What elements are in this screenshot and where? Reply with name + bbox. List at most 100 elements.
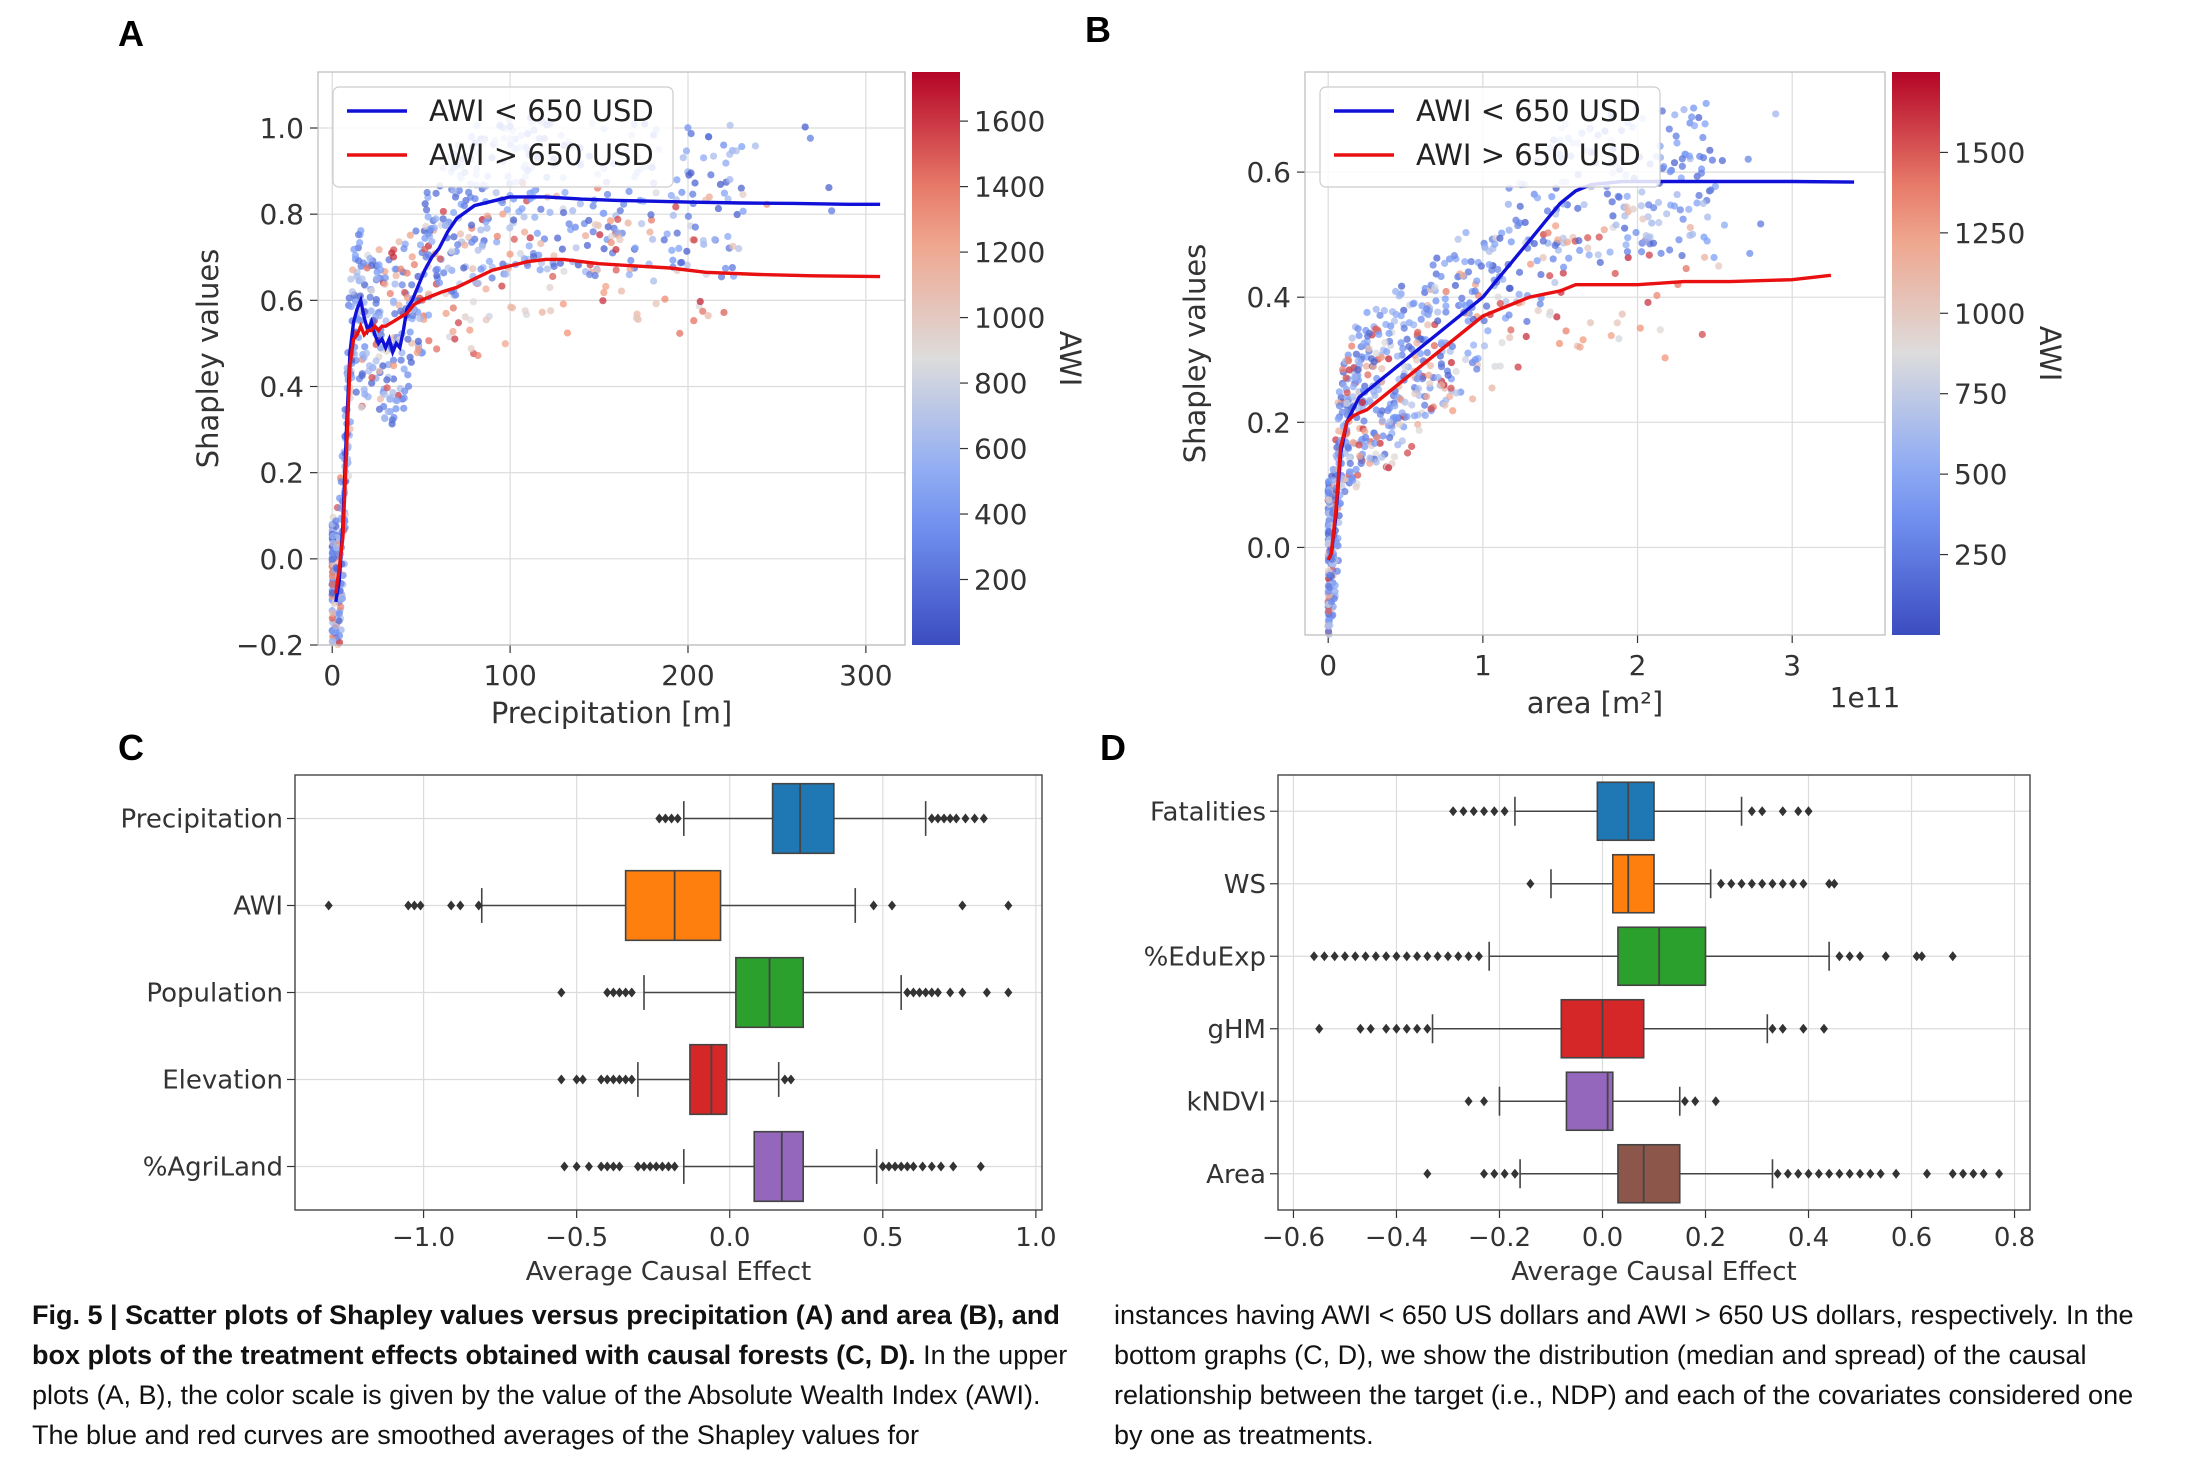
outlier-marker <box>324 900 333 911</box>
scatter-point <box>687 130 695 138</box>
scatter-point <box>533 229 541 237</box>
scatter-point <box>714 204 723 213</box>
scatter-point <box>1426 380 1434 388</box>
outlier-marker <box>1320 951 1329 962</box>
scatter-point <box>1506 284 1514 292</box>
scatter-point <box>652 300 660 308</box>
outlier-marker <box>1500 806 1509 817</box>
scatter-point <box>1351 373 1359 381</box>
scatter-point <box>469 298 478 306</box>
scatter-point <box>1678 162 1686 170</box>
outlier-marker <box>1783 1168 1792 1179</box>
outlier-marker <box>1469 806 1478 817</box>
outlier-marker <box>982 987 991 998</box>
outlier-marker <box>1413 951 1422 962</box>
outlier-marker <box>1758 878 1767 889</box>
scatter-point <box>673 229 681 237</box>
outlier-marker <box>1912 951 1921 962</box>
scatter-point <box>365 362 374 370</box>
scatter-point <box>1399 344 1407 353</box>
outlier-marker <box>949 1161 958 1172</box>
scatter-point <box>1391 402 1399 410</box>
scatter-point <box>1385 329 1393 337</box>
scatter-point <box>386 289 394 298</box>
scatter-point <box>421 200 429 208</box>
scatter-point <box>361 343 369 351</box>
scatter-point <box>477 265 485 273</box>
outlier-marker <box>1737 878 1746 889</box>
scatter-point <box>381 274 389 282</box>
scatter-point <box>1437 338 1445 347</box>
scatter-point <box>1333 567 1341 575</box>
colorbar-tick-label: 500 <box>1954 458 2007 491</box>
scatter-point <box>1394 441 1402 449</box>
outlier-marker <box>1830 878 1839 889</box>
x-tick-label: −0.6 <box>1262 1223 1325 1253</box>
scatter-point <box>506 250 514 258</box>
outlier-marker <box>1892 1168 1901 1179</box>
outlier-marker <box>640 1161 649 1172</box>
scatter-point <box>660 236 668 244</box>
outlier-marker <box>878 1161 887 1172</box>
outlier-marker <box>927 1161 936 1172</box>
scatter-point <box>675 244 683 252</box>
scatter-point <box>328 555 337 563</box>
outlier-marker <box>1881 951 1890 962</box>
outlier-marker <box>1819 1023 1828 1034</box>
outlier-marker <box>1758 806 1767 817</box>
outlier-marker <box>603 1161 612 1172</box>
scatter-point <box>1539 254 1547 262</box>
scatter-point <box>493 232 501 240</box>
scatter-point <box>1514 363 1522 371</box>
scatter-point <box>726 176 734 184</box>
scatter-point <box>1373 433 1381 441</box>
scatter-point <box>1708 156 1716 164</box>
scatter-point <box>550 262 558 270</box>
scatter-point <box>1441 401 1449 409</box>
scatter-point <box>1637 202 1645 210</box>
colorbar <box>912 72 960 645</box>
scatter-point <box>1441 259 1449 267</box>
scatter-point <box>625 271 633 279</box>
scatter-point <box>1395 420 1404 428</box>
outlier-marker <box>1392 951 1401 962</box>
box-awi <box>324 869 1013 942</box>
scatter-point <box>1398 282 1406 290</box>
box-kndvi <box>1464 1071 1720 1132</box>
outlier-marker <box>1814 1168 1823 1179</box>
scatter-point <box>1434 308 1442 316</box>
scatter-point <box>506 224 514 232</box>
scatter-point <box>414 337 422 345</box>
scatter-point <box>368 373 376 382</box>
scatter-point <box>1645 251 1653 259</box>
outlier-marker <box>1747 878 1756 889</box>
box-agriland <box>560 1130 985 1203</box>
scatter-point <box>508 304 517 312</box>
scatter-point <box>1451 281 1460 290</box>
category-label: Population <box>146 979 283 1009</box>
scatter-point <box>652 189 660 197</box>
scatter-point <box>1649 239 1658 247</box>
scatter-point <box>1576 343 1584 351</box>
scatter-point <box>691 179 699 187</box>
plot-frame <box>1277 774 2031 1211</box>
scatter-point <box>1413 339 1421 347</box>
category-label: Fatalities <box>1150 797 1266 827</box>
x-tick-label: 1.0 <box>1015 1223 1056 1253</box>
scatter-point <box>1543 207 1552 215</box>
scatter-point <box>1326 621 1334 629</box>
scatter-point <box>413 349 421 357</box>
outlier-marker <box>667 813 676 824</box>
scatter-point <box>422 253 430 261</box>
x-tick-label: 300 <box>839 659 892 692</box>
outlier-marker <box>615 1161 624 1172</box>
scatter-point <box>537 240 545 248</box>
outlier-marker <box>627 1074 636 1085</box>
scatter-point <box>1654 198 1663 207</box>
scatter-point <box>735 245 743 253</box>
scatter-point <box>1695 191 1703 200</box>
x-tick-label: 0 <box>323 659 341 692</box>
scatter-point <box>690 236 698 244</box>
scatter-point <box>1579 336 1587 344</box>
outlier-marker <box>603 987 612 998</box>
